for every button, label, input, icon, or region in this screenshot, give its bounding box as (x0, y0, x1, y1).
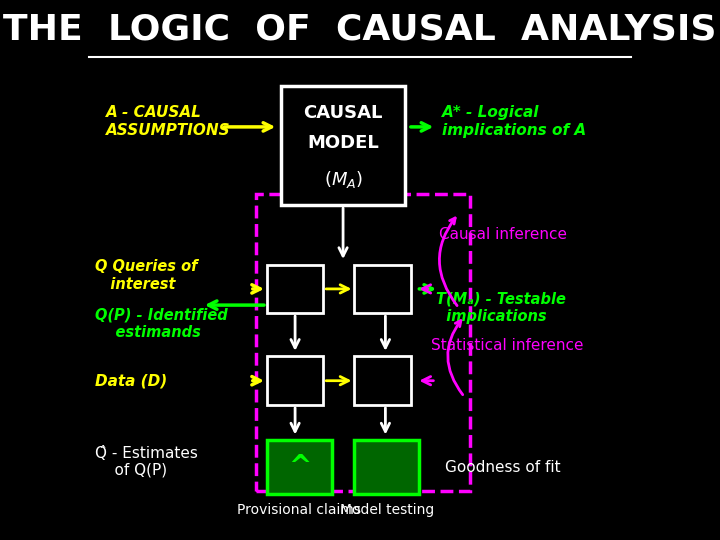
Text: MODEL: MODEL (307, 134, 379, 152)
Text: Provisional claims: Provisional claims (238, 503, 361, 517)
Text: A - CAUSAL
ASSUMPTIONS: A - CAUSAL ASSUMPTIONS (106, 105, 230, 138)
Text: Causal inference: Causal inference (439, 227, 567, 242)
Text: Q(P) - Identified
    estimands: Q(P) - Identified estimands (95, 308, 228, 340)
FancyBboxPatch shape (354, 440, 419, 494)
Text: $(M_A)$: $(M_A)$ (323, 168, 363, 190)
Text: Q Queries of
   interest: Q Queries of interest (95, 259, 197, 292)
Text: Goodness of fit: Goodness of fit (445, 460, 560, 475)
Text: ^: ^ (288, 453, 311, 481)
FancyBboxPatch shape (354, 265, 411, 313)
FancyBboxPatch shape (281, 86, 405, 205)
FancyBboxPatch shape (267, 356, 323, 405)
FancyBboxPatch shape (267, 440, 332, 494)
Text: Q̂ - Estimates
    of Q(P): Q̂ - Estimates of Q(P) (95, 446, 197, 478)
Text: Statistical inference: Statistical inference (431, 338, 583, 353)
Text: THE  LOGIC  OF  CAUSAL  ANALYSIS: THE LOGIC OF CAUSAL ANALYSIS (4, 13, 716, 46)
FancyBboxPatch shape (267, 265, 323, 313)
Text: T(Mₐ) - Testable
  implications: T(Mₐ) - Testable implications (436, 292, 566, 324)
Text: Data (D): Data (D) (95, 373, 167, 388)
FancyBboxPatch shape (354, 356, 411, 405)
Text: CAUSAL: CAUSAL (303, 104, 383, 122)
Text: Model testing: Model testing (340, 503, 434, 517)
Text: A* - Logical
implications of A: A* - Logical implications of A (442, 105, 586, 138)
